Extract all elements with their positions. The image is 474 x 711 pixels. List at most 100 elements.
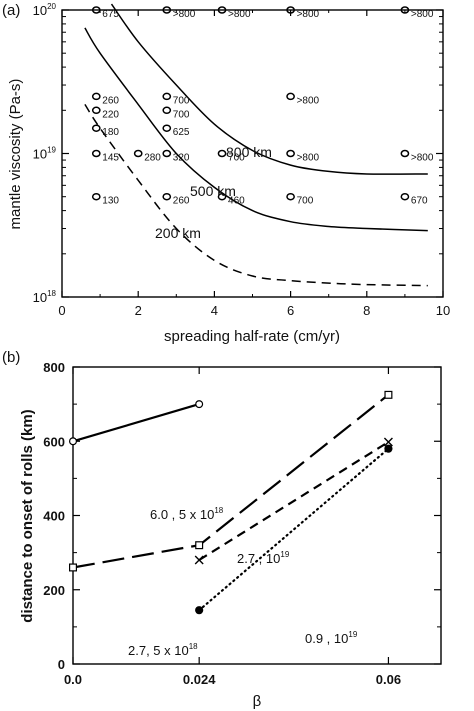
series-1-marker bbox=[68, 437, 77, 446]
data-point bbox=[400, 149, 410, 158]
data-point bbox=[91, 149, 101, 158]
panel-b-series bbox=[68, 390, 393, 615]
data-point-label: 260 bbox=[173, 196, 190, 207]
data-point-label: >800 bbox=[297, 95, 320, 106]
data-point bbox=[217, 149, 227, 158]
data-point-label: >800 bbox=[228, 9, 251, 20]
series-2-marker bbox=[195, 541, 204, 550]
panel-b-ticks: 0 200 400 600 800 0.0 0.024 0.06 bbox=[43, 360, 441, 687]
series-2-marker bbox=[384, 390, 393, 399]
y-tick-label: 800 bbox=[43, 360, 65, 375]
x-tick-label: 4 bbox=[211, 303, 218, 318]
series-4-marker bbox=[384, 444, 393, 453]
data-point bbox=[162, 6, 172, 14]
series-3-marker bbox=[383, 437, 393, 447]
series-1-line bbox=[72, 403, 200, 443]
y-tick-exponent: 19 bbox=[47, 146, 56, 155]
panel-a-ylabel: mantle viscosity (Pa-s) bbox=[7, 79, 24, 230]
data-point-label: 280 bbox=[144, 153, 161, 164]
data-point-label: >800 bbox=[297, 9, 320, 20]
series-label-2: 2.7 , 1019 bbox=[237, 550, 290, 566]
y-tick-label: 600 bbox=[43, 434, 65, 449]
data-point-label: 700 bbox=[173, 109, 190, 120]
panel-b: (b) 0 200 400 600 800 0.0 0.024 0.06 6.0 , 5 x … bbox=[2, 349, 442, 710]
data-point bbox=[400, 192, 410, 201]
data-point-label: 625 bbox=[173, 127, 190, 138]
series-label-4: 0.9 , 1019 bbox=[305, 630, 358, 646]
x-tick-label: 6 bbox=[287, 303, 294, 318]
data-point bbox=[91, 192, 101, 201]
panel-b-label: (b) bbox=[2, 349, 20, 366]
y-tick-label: 1020 bbox=[33, 2, 57, 18]
y-tick-base: 10 bbox=[33, 290, 47, 305]
series-3-marker bbox=[194, 555, 204, 565]
data-point-label: 700 bbox=[173, 95, 190, 106]
series-3-line bbox=[198, 441, 389, 561]
data-point bbox=[162, 149, 172, 158]
series-2-marker bbox=[68, 563, 77, 572]
data-point bbox=[162, 106, 172, 115]
data-point-label: 180 bbox=[102, 127, 119, 138]
data-point bbox=[286, 192, 295, 201]
data-point bbox=[133, 149, 143, 158]
curve-label-500km: 500 km bbox=[190, 183, 236, 199]
data-point-label: >800 bbox=[411, 153, 434, 164]
y-tick-label: 1018 bbox=[33, 289, 57, 305]
data-point-label: 260 bbox=[102, 95, 119, 106]
curve-label-800km: 800 km bbox=[226, 144, 272, 160]
data-point bbox=[217, 192, 227, 201]
data-point-label: 675 bbox=[102, 9, 119, 20]
data-point-label: >800 bbox=[411, 9, 434, 20]
panel-a-label: (a) bbox=[2, 2, 20, 19]
curve-800km bbox=[110, 3, 428, 175]
series-label-1: 6.0 , 5 x 1018 bbox=[150, 506, 224, 522]
panel-a-curves bbox=[84, 3, 428, 287]
series-4-marker bbox=[195, 606, 204, 615]
data-point bbox=[217, 6, 227, 14]
data-point-label: 670 bbox=[411, 196, 428, 207]
data-point bbox=[91, 6, 101, 14]
x-tick-label: 0.0 bbox=[64, 672, 82, 687]
series-4-line bbox=[198, 447, 390, 612]
series-label-4-main: 0.9 , 10 bbox=[305, 631, 348, 646]
data-point-label: 220 bbox=[102, 109, 119, 120]
x-tick-label: 0.06 bbox=[376, 672, 401, 687]
x-tick-label: 10 bbox=[436, 303, 450, 318]
data-point-label: >800 bbox=[173, 9, 196, 20]
y-tick-label: 400 bbox=[43, 509, 65, 524]
series-label-1-exp: 18 bbox=[214, 506, 223, 515]
y-tick-exponent: 20 bbox=[47, 2, 56, 11]
series-label-2-main: 2.7 , 10 bbox=[237, 551, 280, 566]
x-tick-label: 2 bbox=[135, 303, 142, 318]
series-label-3-main: 2.7, 5 x 10 bbox=[128, 643, 189, 658]
data-point bbox=[91, 106, 101, 115]
curve-500km bbox=[84, 27, 428, 232]
x-tick-label: 0 bbox=[58, 303, 65, 318]
data-point bbox=[400, 6, 410, 14]
data-point-label: 320 bbox=[173, 153, 190, 164]
panel-b-xlabel: β bbox=[253, 693, 262, 710]
x-tick-label: 8 bbox=[363, 303, 370, 318]
data-point bbox=[162, 124, 172, 132]
data-point bbox=[91, 124, 101, 132]
series-label-3: 2.7, 5 x 1018 bbox=[128, 642, 198, 658]
data-point-label: 145 bbox=[102, 153, 119, 164]
curve-label-200km: 200 km bbox=[155, 225, 201, 241]
panel-a-xlabel: spreading half-rate (cm/yr) bbox=[164, 328, 340, 345]
y-tick-label: 1019 bbox=[33, 146, 57, 162]
data-point bbox=[162, 192, 172, 201]
series-label-1-main: 6.0 , 5 x 10 bbox=[150, 507, 214, 522]
series-label-2-exp: 19 bbox=[280, 550, 289, 559]
series-1-marker bbox=[195, 400, 204, 409]
data-point bbox=[162, 92, 172, 101]
y-tick-base: 10 bbox=[33, 3, 47, 18]
data-point-label: >800 bbox=[297, 153, 320, 164]
data-point bbox=[286, 6, 295, 14]
data-point-label: 700 bbox=[297, 196, 314, 207]
y-tick-label: 200 bbox=[43, 583, 65, 598]
curve-200km bbox=[84, 103, 428, 287]
data-point bbox=[91, 92, 101, 101]
